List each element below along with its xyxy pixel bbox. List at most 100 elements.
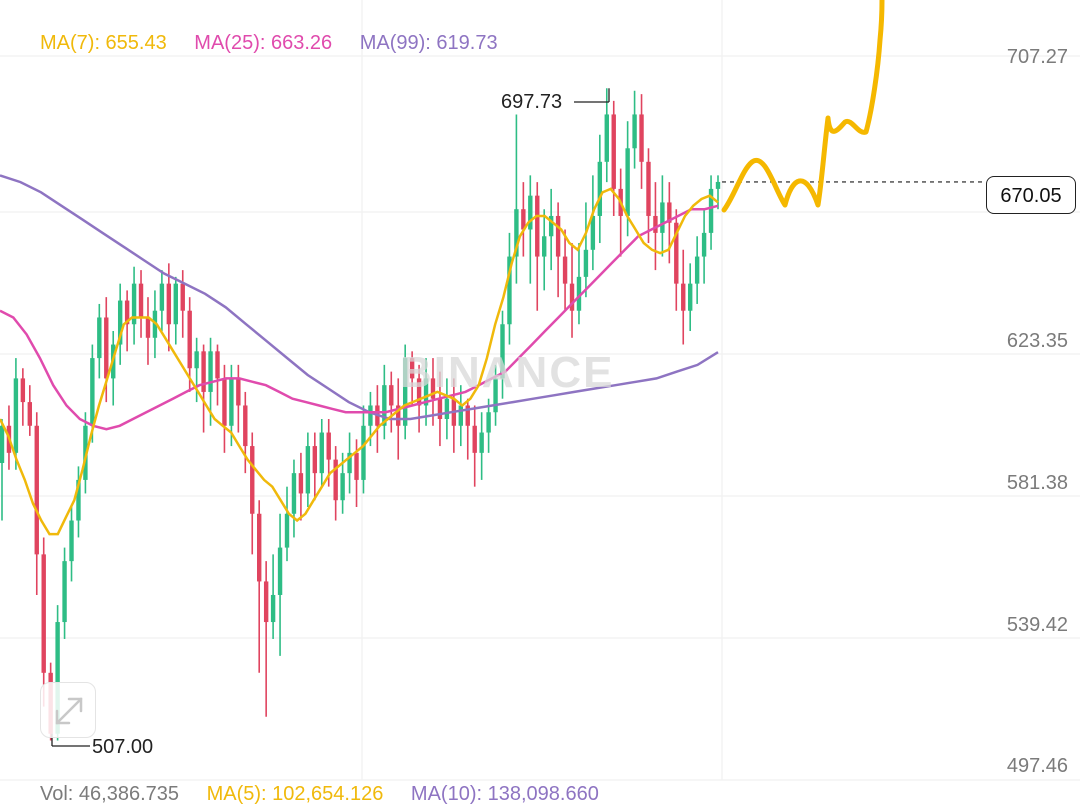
candle: [646, 148, 651, 244]
candle: [409, 351, 415, 406]
candle: [618, 168, 623, 257]
candle: [180, 270, 185, 338]
candle-body: [250, 446, 255, 514]
candle-body: [542, 236, 547, 257]
candle-body: [583, 249, 589, 277]
candle: [542, 209, 547, 291]
candle-body: [291, 473, 297, 514]
y-tick-label: 497.46: [1006, 755, 1068, 777]
ma25-line: [0, 204, 719, 431]
candle: [201, 344, 206, 433]
candle: [166, 263, 172, 352]
candle-body: [27, 402, 33, 426]
candle-body: [62, 561, 67, 623]
candle-body: [528, 195, 533, 230]
candle: [215, 344, 220, 406]
candle-body: [263, 581, 269, 623]
y-tick-label: 623.35: [1006, 330, 1068, 352]
hand-drawn-projection: [721, 0, 885, 213]
candle-body: [90, 358, 95, 426]
candle-body: [493, 378, 498, 413]
candle-body: [326, 432, 331, 460]
candle-body: [312, 446, 318, 474]
candle-body: [34, 425, 39, 555]
candle-body: [340, 473, 345, 501]
candle-body: [486, 412, 491, 433]
candle: [562, 229, 568, 311]
candle-body: [402, 358, 408, 426]
candle-body: [13, 378, 19, 453]
candle: [333, 446, 338, 521]
candle: [611, 100, 616, 216]
candle-body: [347, 452, 352, 474]
candle: [479, 412, 484, 480]
candle-body: [229, 378, 234, 426]
candle-body: [382, 385, 387, 426]
candle: [34, 412, 39, 595]
candle: [347, 432, 352, 494]
candle-body: [194, 351, 199, 369]
candle: [291, 459, 297, 538]
candle: [604, 88, 609, 183]
candle-body: [604, 114, 609, 162]
candle: [159, 270, 165, 332]
candle-body: [500, 324, 505, 379]
candle: [507, 232, 512, 345]
expand-button[interactable]: [40, 682, 96, 738]
candle-body: [625, 148, 630, 216]
candle: [361, 405, 366, 494]
candle: [389, 371, 394, 433]
candle: [514, 114, 519, 284]
candle-body: [69, 520, 74, 562]
candle: [138, 270, 144, 338]
candle: [402, 344, 408, 440]
candle-body: [653, 215, 658, 233]
candle-body: [597, 161, 603, 216]
candle-body: [444, 398, 450, 420]
y-tick-label: 707.27: [1006, 46, 1068, 68]
candle-body: [131, 283, 137, 325]
candle: [117, 283, 123, 365]
candle: [76, 466, 81, 538]
candle-body: [208, 351, 213, 392]
candle-body: [535, 195, 540, 257]
candle: [660, 175, 665, 257]
candle-body: [646, 161, 651, 216]
candle: [284, 486, 290, 562]
candle-body: [639, 114, 644, 162]
candle: [243, 391, 248, 474]
candle-body: [243, 405, 248, 447]
candle: [173, 276, 178, 345]
candle-body: [472, 425, 477, 453]
candle-body: [187, 310, 192, 369]
candle-body: [437, 398, 443, 420]
candle-body: [333, 459, 338, 501]
candle-body: [416, 378, 422, 406]
vol-ma10-legend: MA(10): 138,098.660: [410, 783, 599, 805]
candle-body: [277, 547, 283, 595]
candle: [236, 364, 241, 433]
candle: [375, 385, 380, 453]
candle-body: [173, 283, 178, 325]
binance-watermark: BINANCE: [400, 348, 615, 397]
candle-body: [97, 317, 102, 359]
candle: [270, 554, 276, 639]
candle: [97, 303, 102, 379]
candle: [319, 419, 324, 487]
candle-body: [465, 405, 470, 426]
candle: [708, 175, 714, 250]
candle: [27, 385, 33, 436]
candle-body: [55, 622, 60, 734]
candle: [472, 405, 477, 487]
candle-body: [674, 222, 679, 284]
candle: [13, 358, 19, 470]
candle-body: [298, 473, 304, 494]
candle-body: [215, 351, 220, 379]
candle: [298, 452, 304, 521]
candle: [465, 398, 470, 460]
candle-body: [409, 358, 415, 379]
candle: [674, 209, 679, 311]
candle: [535, 182, 540, 311]
candle-body: [562, 256, 568, 284]
